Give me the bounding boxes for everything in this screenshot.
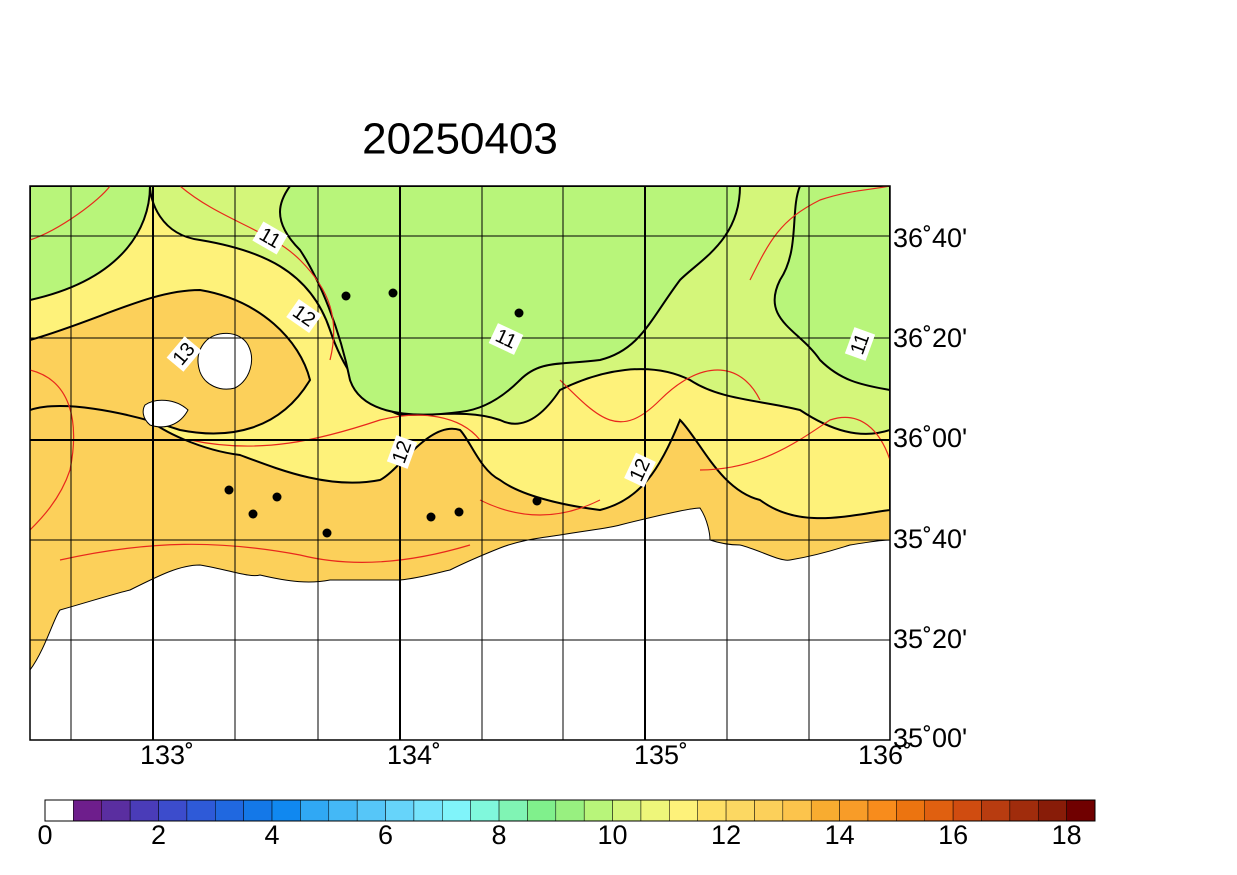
station — [388, 288, 398, 298]
colorbar-box — [782, 799, 812, 822]
lon-label: 136˚ — [858, 740, 912, 770]
colorbar-box — [413, 799, 443, 822]
station — [532, 496, 542, 506]
contour-label: 11 — [844, 327, 876, 361]
station — [514, 308, 524, 318]
colorbar-box — [583, 799, 613, 822]
colorbar-box — [300, 799, 330, 822]
contour-label-box — [624, 452, 656, 488]
colorbar-box — [356, 799, 386, 822]
field-band — [30, 288, 312, 435]
colorbar-box — [612, 799, 642, 822]
station — [426, 512, 436, 522]
colorbar-box — [442, 799, 471, 822]
contour-label-box — [844, 327, 876, 361]
colorbar-box — [1066, 799, 1096, 822]
colorbar-box — [186, 799, 216, 822]
colorbar-tick-label: 6 — [378, 820, 393, 850]
lat-label: 36˚40' — [893, 223, 967, 253]
colorbar-box — [470, 799, 500, 822]
colorbar-box — [896, 799, 925, 822]
colorbar-tick-label: 12 — [711, 820, 741, 850]
colorbar-tick-label: 14 — [825, 820, 855, 850]
contour-label-box — [286, 298, 322, 334]
colorbar-box — [527, 799, 557, 822]
lat-label: 35˚40' — [893, 524, 967, 554]
colorbar-box — [243, 799, 273, 822]
colorbar-box — [158, 799, 188, 822]
colorbar-tick-label: 2 — [151, 820, 166, 850]
island — [197, 332, 252, 390]
lon-label: 133˚ — [140, 740, 194, 770]
contour-label-box — [488, 323, 524, 355]
colorbar-box — [498, 799, 528, 822]
station — [248, 509, 258, 519]
colorbar-box — [924, 799, 954, 822]
station — [272, 492, 282, 502]
contour-label-box — [166, 336, 202, 372]
colorbar-box — [839, 799, 869, 822]
colorbar-box — [73, 799, 103, 822]
contour-label-box — [386, 435, 418, 469]
colorbar: 0 2 4 6 8 10 12 14 16 18 — [37, 799, 1096, 850]
colorbar-tick-label: 18 — [1052, 820, 1082, 850]
colorbar-box — [44, 799, 74, 822]
colorbar-box — [981, 799, 1011, 822]
colorbar-box — [697, 799, 727, 822]
colorbar-box — [754, 799, 784, 822]
lon-label: 135˚ — [634, 740, 688, 770]
station — [454, 507, 464, 517]
colorbar-box — [101, 799, 131, 822]
lat-label: 35˚20' — [893, 624, 967, 654]
colorbar-box — [867, 799, 897, 822]
lat-label: 36˚00' — [893, 423, 967, 453]
colorbar-box — [669, 799, 698, 822]
stations — [224, 288, 542, 538]
colorbar-box — [271, 799, 301, 822]
lon-label: 134˚ — [387, 740, 441, 770]
colorbar-box — [215, 799, 244, 822]
lat-label: 36˚20' — [893, 323, 967, 353]
contour-label-box — [252, 221, 288, 255]
colorbar-box — [640, 799, 670, 822]
colorbar-box — [385, 799, 415, 822]
colorbar-frame — [44, 799, 1096, 822]
colorbar-tick-label: 16 — [938, 820, 968, 850]
colorbar-box — [328, 799, 358, 822]
station — [224, 485, 234, 495]
island — [142, 399, 189, 428]
station — [322, 528, 332, 538]
colorbar-tick-label: 0 — [37, 820, 52, 850]
lat-label: 35˚00' — [893, 723, 967, 753]
colorbar-box — [1009, 799, 1039, 822]
map-title: 20250403 — [362, 115, 558, 164]
colorbar-tick-label: 10 — [598, 820, 628, 850]
axis-labels: 36˚40' 36˚20' 36˚00' 35˚40' 35˚20' 35˚00' 133˚… — [140, 223, 967, 770]
colorbar-box — [555, 799, 585, 822]
colorbar-box — [725, 799, 755, 822]
colorbar-tick-label: 8 — [492, 820, 507, 850]
colorbar-box — [1037, 799, 1067, 822]
station — [341, 291, 351, 301]
colorbar-box — [810, 799, 840, 822]
temperature-field — [30, 186, 890, 740]
colorbar-tick-label: 4 — [265, 820, 280, 850]
field-band — [279, 186, 742, 416]
colorbar-box — [952, 799, 982, 822]
map-frame — [29, 185, 891, 741]
colorbar-box — [129, 799, 159, 822]
field-band — [30, 186, 152, 302]
